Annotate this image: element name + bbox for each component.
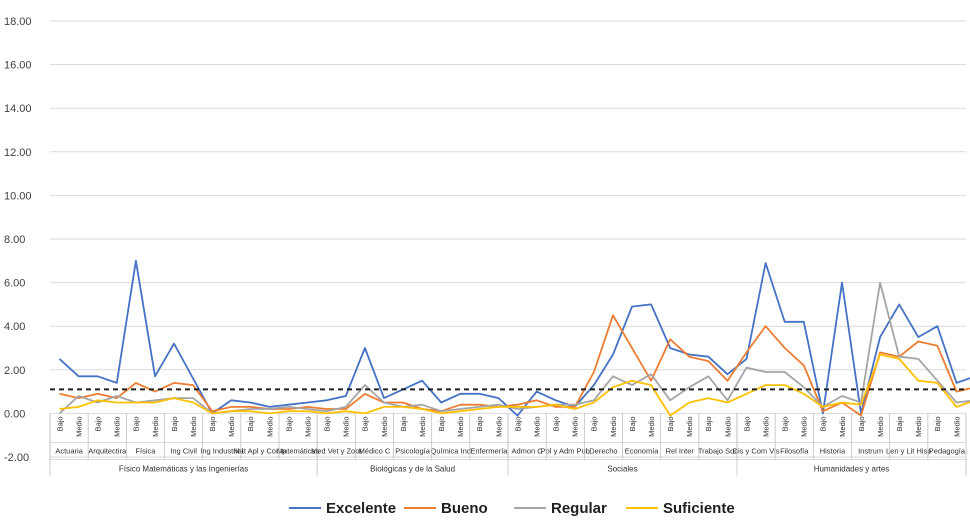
series-line-regular	[60, 283, 970, 414]
x-level-label: Medio	[685, 416, 694, 436]
x-level-label: Medio	[189, 416, 198, 436]
x-level-label: Medio	[914, 416, 923, 436]
x-program-label: Ing Civil	[170, 446, 197, 455]
x-area-label: Biológicas y de la Salud	[370, 464, 455, 473]
x-program-label: Médico C	[359, 446, 391, 455]
x-level-label: Bajo	[94, 416, 103, 431]
x-level-label: Bajo	[475, 416, 484, 431]
x-level-label: Bajo	[208, 416, 217, 431]
x-level-label: Bajo	[704, 416, 713, 431]
x-axis-labels: Bajo Medio Bajo Medio Bajo Medio Bajo Medio Bajo…	[50, 413, 966, 475]
x-program-label: Instrum	[858, 446, 883, 455]
x-level-label: Medio	[151, 416, 160, 436]
x-level-label: Bajo	[323, 416, 332, 431]
x-level-label: Medio	[494, 416, 503, 436]
x-level-label: Bajo	[781, 416, 790, 431]
y-tick-label: -2.00	[4, 452, 29, 464]
x-level-label: Medio	[380, 416, 389, 436]
y-tick-label: 8.00	[4, 234, 25, 246]
legend-label: Bueno	[441, 500, 488, 517]
gridlines	[50, 21, 966, 457]
x-program-label: Física	[135, 446, 156, 455]
x-level-label: Medio	[571, 416, 580, 436]
y-tick-label: 6.00	[4, 278, 25, 290]
x-program-label: Len y Lit Hisp	[886, 446, 931, 455]
x-level-label: Medio	[74, 416, 83, 436]
y-tick-label: 12.00	[4, 147, 32, 159]
x-program-label: Economía	[625, 446, 660, 455]
x-level-label: Bajo	[742, 416, 751, 431]
x-program-label: Admon C	[511, 446, 543, 455]
y-tick-label: 2.00	[4, 365, 25, 377]
x-level-label: Bajo	[55, 416, 64, 431]
x-program-label: Derecho	[589, 446, 617, 455]
x-level-label: Medio	[647, 416, 656, 436]
x-level-label: Medio	[342, 416, 351, 436]
x-level-label: Bajo	[132, 416, 141, 431]
x-area-label: Humanidades y artes	[814, 464, 890, 473]
x-area-label: Físico Matemáticas y las Ingenierías	[119, 464, 248, 473]
x-level-label: Bajo	[170, 416, 179, 431]
x-program-label: Med Vet y Zoot	[311, 446, 362, 455]
x-level-label: Medio	[418, 416, 427, 436]
series-lines	[60, 43, 970, 416]
x-level-label: Medio	[800, 416, 809, 436]
x-area-label: Sociales	[607, 464, 637, 473]
x-program-label: Pedagogía	[929, 446, 966, 455]
x-level-label: Medio	[532, 416, 541, 436]
x-level-label: Bajo	[819, 416, 828, 431]
x-level-label: Bajo	[933, 416, 942, 431]
x-level-label: Bajo	[552, 416, 561, 431]
x-program-label: Arquitectira	[88, 446, 127, 455]
x-level-label: Bajo	[895, 416, 904, 431]
x-level-label: Medio	[952, 416, 961, 436]
x-level-label: Bajo	[361, 416, 370, 431]
x-program-label: Dis y Com Vis	[733, 446, 780, 455]
y-tick-label: 4.00	[4, 321, 25, 333]
series-line-excelente	[60, 43, 970, 416]
x-level-label: Medio	[761, 416, 770, 436]
x-program-label: Actuaria	[55, 446, 83, 455]
x-level-label: Bajo	[437, 416, 446, 431]
x-level-label: Medio	[609, 416, 618, 436]
x-program-label: Filosofía	[780, 446, 809, 455]
x-level-label: Bajo	[513, 416, 522, 431]
x-program-label: Psicología	[395, 446, 430, 455]
y-axis-tick-labels: 18.00 16.00 14.00 12.00 10.00 8.00 6.00 4.00 2.0…	[4, 16, 32, 464]
legend-label: Suficiente	[663, 500, 735, 517]
x-level-label: Medio	[838, 416, 847, 436]
x-level-label: Medio	[456, 416, 465, 436]
legend-label: Excelente	[326, 500, 396, 517]
y-tick-label: 18.00	[4, 16, 32, 28]
legend: Excelente Bueno Regular Suficiente	[289, 500, 735, 517]
x-level-label: Medio	[723, 416, 732, 436]
x-level-label: Bajo	[590, 416, 599, 431]
x-level-label: Bajo	[666, 416, 675, 431]
x-program-label: Historia	[820, 446, 846, 455]
y-tick-label: 10.00	[4, 190, 32, 202]
x-level-label: Bajo	[246, 416, 255, 431]
x-program-label: Rel Inter	[666, 446, 695, 455]
x-level-label: Medio	[303, 416, 312, 436]
x-level-label: Bajo	[399, 416, 408, 431]
y-tick-label: 14.00	[4, 103, 32, 115]
y-tick-label: 0.00	[4, 408, 25, 420]
x-program-label: Química Ind	[431, 446, 471, 455]
x-level-label: Medio	[113, 416, 122, 436]
x-level-label: Medio	[265, 416, 274, 436]
x-level-label: Bajo	[857, 416, 866, 431]
x-level-label: Medio	[876, 416, 885, 436]
legend-label: Regular	[551, 500, 607, 517]
x-program-label: Pol y Adm Pub	[541, 446, 590, 455]
x-program-label: Enfermería	[470, 446, 508, 455]
x-level-label: Medio	[227, 416, 236, 436]
x-level-label: Bajo	[628, 416, 637, 431]
y-tick-label: 16.00	[4, 60, 32, 72]
x-level-label: Bajo	[284, 416, 293, 431]
